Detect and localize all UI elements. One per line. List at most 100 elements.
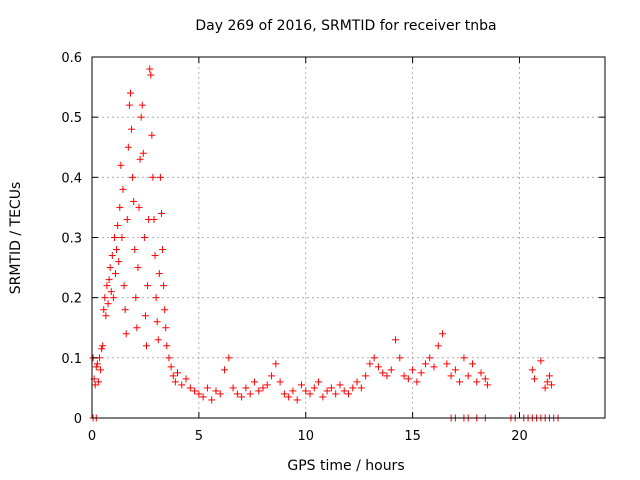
data-point	[122, 330, 130, 338]
data-point	[152, 294, 160, 302]
data-point	[280, 390, 288, 398]
data-point	[263, 381, 271, 389]
data-point	[159, 246, 167, 254]
y-tick-label: 0.2	[61, 292, 82, 307]
data-point	[144, 282, 152, 290]
data-point	[93, 360, 101, 368]
data-point	[392, 336, 400, 344]
x-tick-label: 15	[404, 429, 421, 444]
data-point	[130, 197, 138, 205]
data-point	[128, 125, 136, 133]
data-point	[468, 360, 476, 368]
data-point	[293, 396, 301, 404]
data-point	[167, 363, 175, 371]
data-point	[259, 384, 267, 392]
data-point	[178, 381, 186, 389]
data-point	[212, 387, 220, 395]
data-point	[143, 342, 151, 350]
data-point	[114, 221, 122, 229]
data-point	[138, 101, 146, 109]
y-tick-label: 0.6	[61, 51, 82, 66]
data-point	[456, 378, 464, 386]
data-point	[199, 393, 207, 401]
data-point	[357, 384, 365, 392]
data-point	[110, 234, 118, 241]
data-point	[430, 363, 438, 371]
data-point	[216, 390, 224, 398]
data-point	[404, 375, 412, 383]
data-point	[379, 369, 387, 377]
data-point	[115, 258, 123, 266]
data-point	[541, 384, 549, 392]
data-point	[345, 390, 352, 398]
data-point	[203, 384, 211, 392]
data-point	[103, 282, 111, 290]
data-point	[297, 381, 305, 389]
data-point	[302, 387, 310, 395]
data-point	[250, 378, 258, 386]
data-point	[91, 381, 99, 389]
data-point	[92, 363, 100, 371]
data-points	[89, 65, 562, 422]
data-point	[233, 390, 241, 398]
data-point	[528, 366, 536, 374]
data-point	[323, 387, 331, 395]
data-point	[133, 324, 141, 332]
data-point	[134, 264, 142, 272]
data-point	[289, 387, 297, 395]
data-point	[473, 378, 481, 386]
data-point	[136, 155, 144, 163]
data-point	[545, 372, 553, 380]
data-point	[156, 173, 164, 181]
y-axis-title: SRMTID / TECUs	[8, 182, 24, 295]
data-point	[242, 384, 250, 392]
data-point	[332, 390, 340, 398]
data-point	[464, 372, 472, 380]
data-point	[191, 387, 199, 395]
data-point	[340, 387, 348, 395]
data-point	[94, 378, 102, 386]
data-point	[225, 354, 233, 362]
data-point	[147, 71, 155, 79]
data-point	[336, 381, 344, 389]
data-point	[409, 366, 417, 374]
data-point	[140, 234, 148, 241]
data-point	[102, 312, 110, 320]
data-point	[306, 390, 314, 398]
data-point	[109, 294, 117, 302]
y-tick-label: 0.5	[61, 111, 82, 126]
data-point	[413, 378, 421, 386]
data-point	[481, 375, 489, 383]
data-point	[548, 381, 556, 389]
data-point	[150, 215, 158, 223]
data-point	[162, 324, 170, 332]
data-point	[155, 270, 163, 278]
data-point	[417, 369, 425, 377]
data-point	[238, 393, 246, 401]
data-point	[255, 387, 263, 395]
data-point	[107, 288, 115, 296]
data-point	[387, 366, 395, 374]
data-point	[460, 354, 468, 362]
data-point	[108, 252, 116, 260]
data-point	[537, 357, 545, 365]
data-point	[443, 360, 451, 368]
data-point	[268, 372, 276, 380]
y-tick-label: 0.4	[61, 171, 82, 186]
data-point	[132, 294, 140, 302]
data-point	[171, 378, 179, 386]
data-point	[246, 390, 254, 398]
data-point	[229, 384, 237, 392]
data-point	[530, 375, 538, 383]
data-point	[116, 203, 124, 211]
data-point	[101, 294, 109, 302]
data-point	[362, 372, 370, 380]
data-point	[106, 264, 114, 272]
data-point	[97, 366, 105, 374]
data-point	[195, 390, 203, 398]
data-point	[129, 173, 137, 181]
data-point	[131, 246, 139, 254]
data-point	[98, 345, 106, 353]
